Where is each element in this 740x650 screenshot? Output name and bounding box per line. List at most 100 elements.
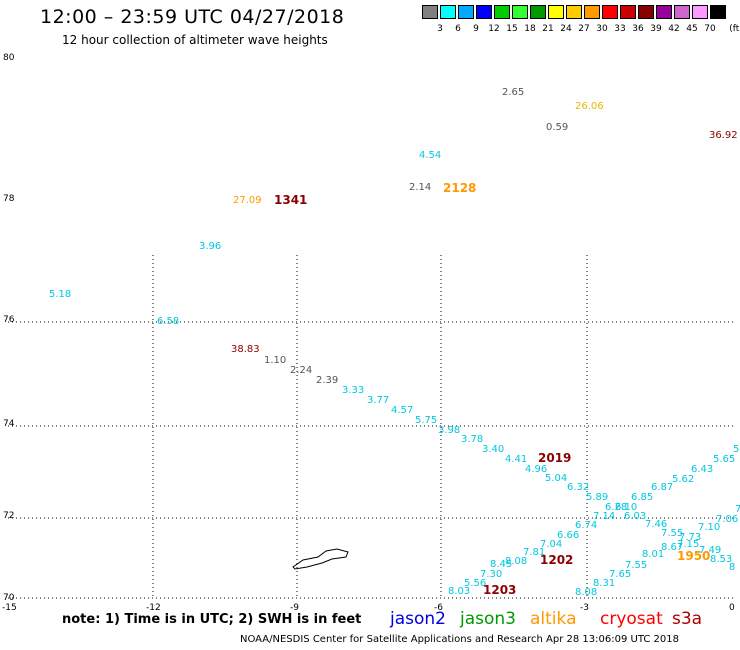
observation-wave-height: 7.73 (679, 532, 701, 543)
legend-label: 12 (488, 24, 500, 34)
observation-wave-height: 6.66 (557, 530, 579, 541)
observation-wave-height: 6.28 (605, 502, 627, 513)
observation-wave-height: 3.40 (482, 444, 504, 455)
lat-label-72: 72 (3, 511, 14, 521)
observation-wave-height: 4.96 (525, 464, 547, 475)
legend-swatch (710, 5, 726, 19)
observation-wave-height: 6.58 (157, 316, 179, 327)
observation-time-label: 1950 (677, 549, 710, 563)
observation-wave-height: 7.81 (523, 547, 545, 558)
observation-wave-height: 2.39 (316, 375, 338, 386)
legend-label: 3 (437, 24, 443, 34)
legend-label: 9 (473, 24, 479, 34)
wave-height-observations: 2.65 26.06 0.59 36.92 4.54 2.14 2128 27.09 1341 3… (49, 87, 740, 598)
lon-label--12: -12 (146, 603, 161, 613)
observation-wave-height: 8.53 (710, 554, 732, 565)
observation-wave-height: 3.77 (367, 395, 389, 406)
legend-label: 18 (524, 24, 536, 34)
observation-wave-height: 7.55 (625, 560, 647, 571)
observation-wave-height: 4.41 (505, 454, 527, 465)
footer-note: note: 1) Time is in UTC; 2) SWH is in fe… (62, 612, 362, 627)
observation-wave-height: 5.89 (586, 492, 608, 503)
legend-swatch (458, 5, 474, 19)
observation-wave-height: 3.33 (342, 385, 364, 396)
lon-label--6: -6 (434, 603, 443, 613)
observation-time-label: 1203 (483, 583, 516, 597)
legend-swatch (422, 5, 438, 19)
page-subtitle: 12 hour collection of altimeter wave hei… (62, 33, 328, 47)
legend-swatch (638, 5, 654, 19)
legend-swatch (692, 5, 708, 19)
observation-wave-height: 5.18 (49, 289, 71, 300)
observation-wave-height: 0.59 (546, 122, 568, 133)
observation-wave-height: 7.30 (480, 569, 502, 580)
observation-time-label: 2128 (443, 181, 476, 195)
observation-wave-height: 7.06 (716, 514, 738, 525)
lon-label--9: -9 (290, 603, 299, 613)
legend-label: 15 (506, 24, 518, 34)
legend-unit: (ft) (729, 24, 740, 34)
legend-swatch (620, 5, 636, 19)
legend-swatch (584, 5, 600, 19)
observation-wave-height: 6.87 (651, 482, 673, 493)
observation-wave-height: 6.10 (615, 502, 637, 513)
legend-label: 27 (578, 24, 590, 34)
observation-time-label: 1341 (274, 193, 307, 207)
observation-wave-height: 2.65 (502, 87, 524, 98)
lat-label-74: 74 (3, 419, 15, 429)
satellite-jason3: jason3 (460, 609, 516, 629)
lat-label-78: 78 (3, 194, 15, 204)
legend-swatch (476, 5, 492, 19)
satellite-altika: altika (530, 609, 577, 629)
observation-wave-height: 2.24 (290, 365, 312, 376)
legend-label: 30 (596, 24, 608, 34)
observation-wave-height: 5.56 (464, 578, 486, 589)
observation-wave-height: 5.65 (713, 454, 735, 465)
observation-wave-height: 7.55 (661, 528, 683, 539)
observation-wave-height: 8.45 (490, 559, 512, 570)
observation-wave-height: 6.43 (691, 464, 713, 475)
legend-swatch (674, 5, 690, 19)
legend-swatch (566, 5, 582, 19)
legend-label: 24 (560, 24, 572, 34)
lon-label--3: -3 (580, 603, 589, 613)
observation-wave-height: 27.09 (233, 195, 262, 206)
observation-wave-height: 5.04 (545, 473, 567, 484)
legend-swatch (530, 5, 546, 19)
observation-wave-height: 5 (733, 444, 739, 455)
map-grid (8, 255, 735, 599)
observation-wave-height: 3.78 (461, 434, 483, 445)
observation-wave-height: 7.46 (645, 519, 667, 530)
legend-swatch (548, 5, 564, 19)
observation-time-label: 1202 (540, 553, 573, 567)
observation-wave-height: 6.03 (624, 511, 646, 522)
lat-label-70: 70 (3, 593, 15, 603)
legend-label: 70 (704, 24, 716, 34)
observation-wave-height: 4.57 (391, 405, 413, 416)
observation-wave-height: 2.14 (409, 182, 431, 193)
legend-label: 42 (668, 24, 680, 34)
satellite-jason2: jason2 (390, 609, 446, 629)
lon-label-0: 0 (729, 603, 735, 613)
jan-mayen-island-outline (292, 548, 349, 570)
observation-wave-height: 36.92 (709, 130, 738, 141)
legend-label: 39 (650, 24, 662, 34)
legend-swatch (512, 5, 528, 19)
observation-wave-height: 38.83 (231, 344, 260, 355)
legend-label: 45 (686, 24, 698, 34)
observation-wave-height: 8.01 (642, 549, 664, 560)
legend-label: 21 (542, 24, 554, 34)
observation-wave-height: 8 (729, 562, 735, 573)
observation-wave-height: 5.75 (415, 415, 437, 426)
observation-wave-height: 3.98 (438, 425, 460, 436)
observation-wave-height: 7 (735, 504, 740, 515)
satellite-cryosat: cryosat (600, 609, 663, 629)
observation-wave-height: 7.14 (593, 511, 615, 522)
observation-wave-height: 8.31 (593, 578, 615, 589)
observation-wave-height: 26.06 (575, 101, 604, 112)
legend-swatch (440, 5, 456, 19)
observation-wave-height: 3.96 (199, 241, 221, 252)
lat-label-76: 76 (3, 315, 15, 325)
observation-wave-height: 6.85 (631, 492, 653, 503)
